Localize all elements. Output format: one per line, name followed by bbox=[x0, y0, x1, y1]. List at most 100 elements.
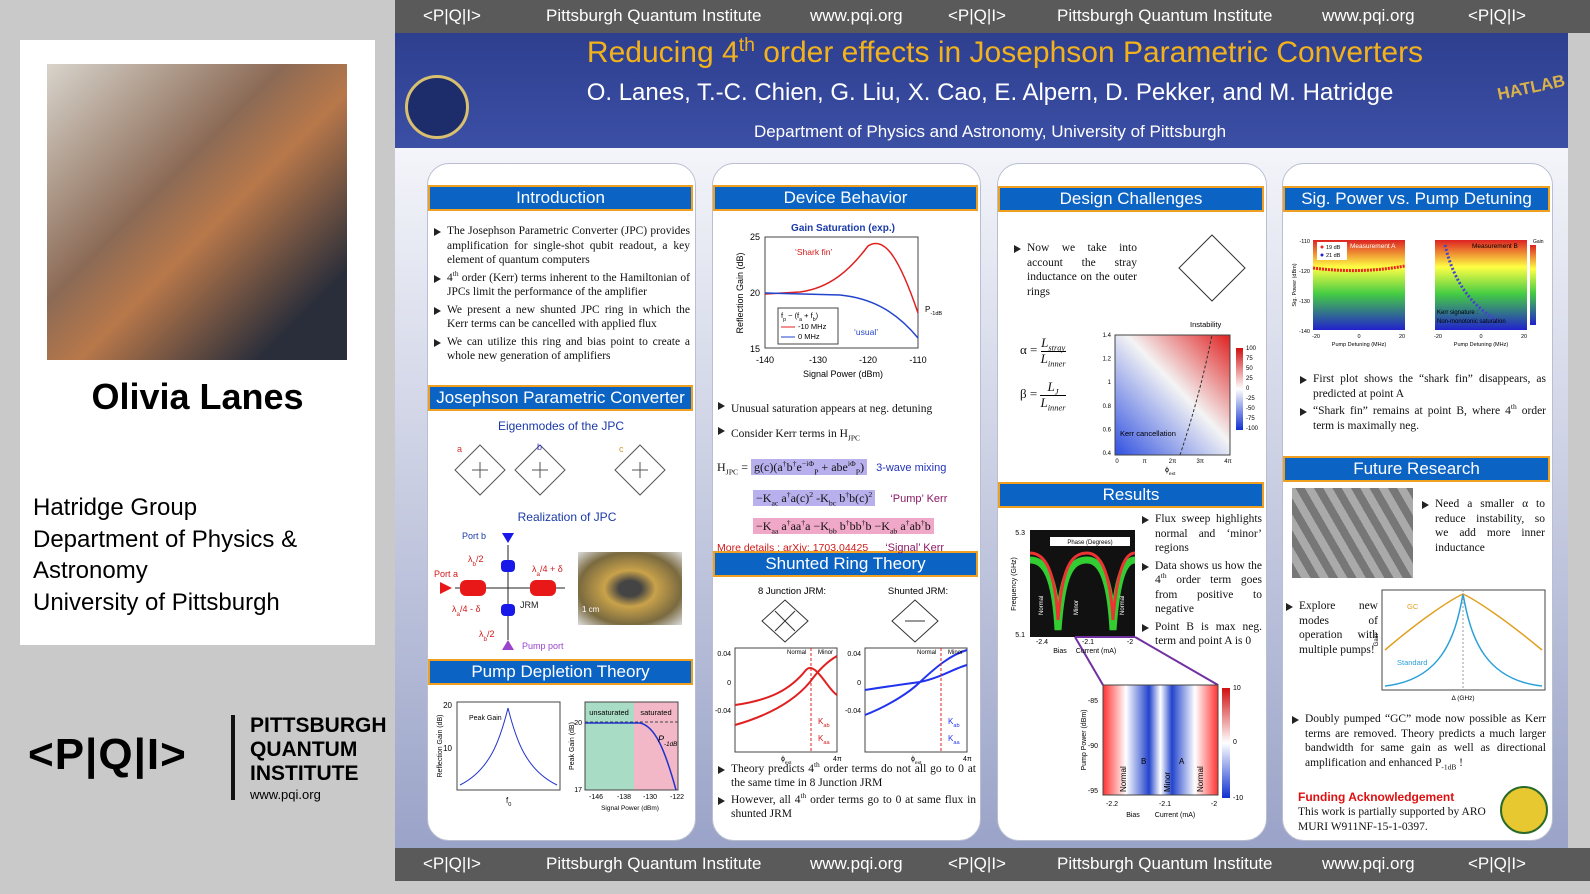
bullet: Flux sweep highlights normal and ‘minor’… bbox=[1140, 512, 1262, 556]
y-tick-label: 0 bbox=[857, 680, 861, 687]
text-run: Consider Kerr terms in H bbox=[731, 428, 848, 440]
zoom-lines bbox=[1074, 636, 1219, 686]
text-run: order (Kerr) terms inherent to the Hamil… bbox=[447, 271, 690, 299]
y-tick-label: -85 bbox=[1088, 698, 1098, 705]
text-run: /4 + δ bbox=[540, 564, 563, 574]
circuit-label: λa/4 + δ bbox=[532, 564, 563, 578]
tick-label: -20 bbox=[1312, 334, 1320, 340]
text-run: /2 bbox=[487, 629, 495, 639]
colorbar bbox=[1530, 245, 1536, 325]
supscript: † bbox=[845, 518, 850, 527]
equation-label: ‘Pump’ Kerr bbox=[890, 493, 948, 505]
bottom-banner: <P|Q|I> Pittsburgh Quantum Institute www… bbox=[395, 848, 1590, 881]
banner-logo: <P|Q|I> bbox=[948, 6, 1006, 25]
y-tick-label: 5.3 bbox=[1015, 530, 1025, 537]
equation-label: ‘Signal’ Kerr bbox=[885, 542, 945, 554]
text-run: Unusual saturation appears at neg. detun… bbox=[731, 403, 933, 415]
section-title: Josephson Parametric Converter bbox=[428, 385, 693, 411]
circuit-label: λa/4 - δ bbox=[452, 604, 481, 618]
text-run: b bbox=[924, 519, 931, 533]
text-run: P bbox=[925, 305, 930, 314]
bullet: Data shows us how the 4th order term goe… bbox=[1140, 559, 1262, 617]
poster-header bbox=[395, 33, 1568, 148]
y-tick-label: -0.04 bbox=[715, 708, 731, 715]
subscript: ab bbox=[889, 526, 898, 536]
legend-label: Kab bbox=[948, 717, 960, 729]
y-axis-label: Peak Gain (dB) bbox=[569, 722, 576, 770]
curve bbox=[459, 707, 558, 786]
subscript: -1dB bbox=[664, 741, 677, 748]
circuit bbox=[440, 533, 565, 650]
tick-label: -75 bbox=[1246, 416, 1255, 422]
aro-seal bbox=[1500, 786, 1548, 834]
pqi-line: QUANTUM bbox=[250, 738, 358, 761]
circuit-label: Port a bbox=[434, 569, 458, 579]
tick-label: 20 bbox=[1399, 334, 1405, 340]
tick-label: 0 bbox=[1479, 334, 1482, 340]
plot-annotation: Peak Gain bbox=[469, 715, 502, 722]
text-run: K bbox=[818, 717, 824, 726]
text-run: ϕ bbox=[1165, 467, 1169, 474]
text-run: K bbox=[948, 717, 954, 726]
text-run: Data shows us how the 4 bbox=[1155, 559, 1262, 587]
region-label: Normal bbox=[1196, 766, 1205, 792]
text-run: λ bbox=[479, 629, 484, 639]
circuit-label: λb/2 bbox=[468, 554, 484, 568]
pqi-line: INSTITUTE bbox=[250, 762, 359, 785]
subscript: ab bbox=[823, 723, 829, 729]
y-tick-label: 10 bbox=[443, 744, 452, 753]
x-axis-label: Bias bbox=[1126, 812, 1140, 819]
text-run: Now we take into account the stray induc… bbox=[1027, 242, 1137, 298]
text-run: L bbox=[1047, 379, 1055, 394]
text-run: Flux sweep highlights normal and ‘minor’… bbox=[1155, 513, 1262, 554]
x-tick-label: -140 bbox=[756, 355, 774, 365]
plot-frame bbox=[864, 647, 968, 753]
text-run: L bbox=[1041, 335, 1049, 350]
tick-label: 0 bbox=[1246, 386, 1250, 392]
plot-annotation: Measurement B bbox=[1472, 243, 1518, 250]
banner-name: Pittsburgh Quantum Institute bbox=[1057, 854, 1273, 873]
eq-symbol: α = bbox=[1020, 341, 1038, 357]
logo-divider bbox=[231, 715, 235, 800]
x-tick-label: -130 bbox=[809, 355, 827, 365]
subscript: b bbox=[473, 561, 477, 568]
plot-frame bbox=[734, 647, 838, 753]
subscript: ext bbox=[785, 760, 792, 766]
text-run: Theory predicts 4 bbox=[731, 763, 814, 775]
x-tick-label: -138 bbox=[617, 794, 631, 801]
text-run: ) bbox=[816, 311, 819, 320]
supscript: † bbox=[782, 459, 787, 468]
text-run: order term goes from positive to negativ… bbox=[1155, 574, 1262, 615]
legend-label: 21 dB bbox=[1326, 253, 1341, 259]
resonance bbox=[1029, 551, 1136, 621]
affiliation-line: University of Pittsburgh bbox=[33, 588, 280, 616]
subscript: JPC bbox=[847, 433, 860, 443]
x-axis-label: Current (mA) bbox=[1076, 648, 1116, 655]
curve bbox=[764, 242, 919, 314]
x-axis-label: f0 bbox=[506, 796, 511, 808]
supscript: † bbox=[786, 518, 791, 527]
tick-label: 4π bbox=[1224, 459, 1231, 465]
equations: HJPC = g(c)(a†b†e−iΦP + abeiΦP) 3-wave m… bbox=[717, 452, 977, 557]
text-run: L bbox=[1040, 394, 1048, 410]
plot-frame bbox=[584, 701, 679, 791]
colorbar bbox=[1236, 348, 1243, 430]
x-tick-label: -2.1 bbox=[1159, 801, 1171, 808]
subscript: aa bbox=[823, 740, 830, 746]
supscript: 2 bbox=[809, 490, 814, 499]
legend bbox=[777, 307, 839, 345]
bullet-list: First plot shows the “shark fin” disappe… bbox=[1298, 372, 1546, 436]
x-tick-label: -2 bbox=[1127, 639, 1133, 646]
subscript: ac bbox=[771, 498, 779, 508]
text-run: a(c) bbox=[790, 491, 810, 505]
y-tick-label: 25 bbox=[750, 232, 760, 242]
tick-label: -100 bbox=[1246, 426, 1259, 432]
mode-label: c bbox=[619, 444, 624, 454]
x-axis-label: Δ (GHz) bbox=[1451, 695, 1474, 702]
text-run: + abe bbox=[818, 460, 848, 474]
text-run: −K bbox=[756, 519, 772, 533]
x-axis-label: ϕext bbox=[781, 756, 792, 766]
bullet: The Josephson Parametric Converter (JPC)… bbox=[432, 224, 690, 268]
saturation-line bbox=[1312, 264, 1406, 273]
equation-row: −Kaa a†aa†a −Kbb b†bb†b −Kab a†ab†b bbox=[717, 514, 977, 538]
